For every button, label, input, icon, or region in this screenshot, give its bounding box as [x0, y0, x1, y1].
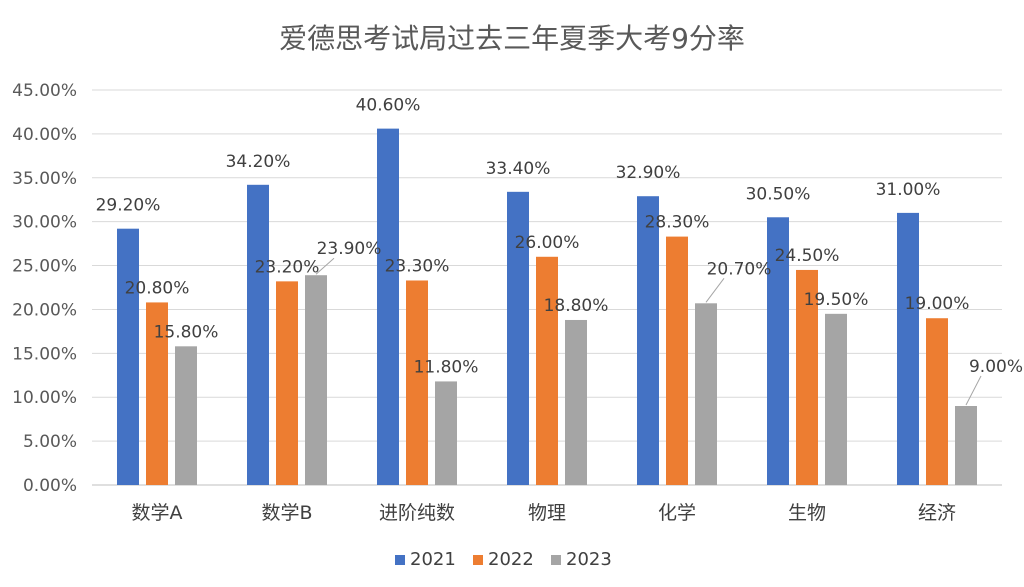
data-label: 23.20% — [255, 257, 320, 277]
y-tick-label: 40.00% — [12, 125, 77, 145]
category-label: 进阶纯数 — [379, 502, 455, 524]
bar-2023 — [695, 303, 717, 485]
data-label: 28.30% — [645, 213, 710, 233]
data-label: 26.00% — [515, 233, 580, 253]
data-label: 20.70% — [707, 259, 772, 279]
data-label: 19.50% — [804, 290, 869, 310]
data-label: 32.90% — [616, 163, 681, 183]
y-tick-label: 45.00% — [12, 81, 77, 101]
y-tick-label: 10.00% — [12, 388, 77, 408]
y-axis-ticks: 0.00% 5.00% 10.00% 15.00% 20.00% 25.00% 30.00%… — [12, 81, 77, 496]
category-label: 生物 — [788, 502, 826, 524]
bar-2021 — [637, 196, 659, 485]
y-tick-label: 15.00% — [12, 344, 77, 364]
bar-2022 — [146, 302, 168, 485]
data-label: 31.00% — [876, 180, 941, 200]
category-label: 化学 — [658, 502, 696, 524]
bar-2023 — [565, 319, 587, 485]
label-leader-line — [315, 257, 335, 275]
bar-2021 — [377, 128, 399, 485]
data-label: 11.80% — [414, 357, 479, 377]
bar-2022 — [796, 269, 818, 485]
data-label: 18.80% — [544, 296, 609, 316]
category-label: 物理 — [528, 502, 566, 524]
y-tick-label: 30.00% — [12, 213, 77, 233]
y-tick-label: 0.00% — [23, 476, 77, 496]
legend-swatch-2023 — [551, 555, 561, 565]
label-leader-line — [705, 277, 725, 303]
bar-2021 — [507, 191, 529, 486]
bar-2022 — [276, 281, 298, 485]
legend-label: 2021 — [410, 549, 456, 570]
data-label: 23.30% — [385, 256, 450, 276]
label-leader-line — [965, 375, 982, 406]
bar-2023 — [955, 406, 977, 485]
y-tick-label: 5.00% — [23, 432, 77, 452]
y-tick-label: 25.00% — [12, 257, 77, 277]
bar-2023 — [435, 381, 457, 485]
data-label: 34.20% — [226, 152, 291, 172]
bar-2021 — [767, 217, 789, 485]
data-label: 29.20% — [96, 196, 161, 216]
category-label: 经济 — [918, 502, 956, 524]
data-label: 15.80% — [154, 322, 219, 342]
data-label: 23.90% — [317, 239, 382, 259]
data-label: 33.40% — [486, 159, 551, 179]
bar-2023 — [825, 313, 847, 485]
bars — [117, 128, 977, 486]
bar-2023 — [305, 275, 327, 485]
legend-label: 2022 — [488, 549, 534, 570]
category-label: 数学B — [261, 502, 312, 524]
x-axis-categories: 数学A 数学B 进阶纯数 物理 化学 生物 经济 — [132, 502, 957, 524]
bar-2022 — [536, 256, 558, 485]
legend-swatch-2022 — [473, 555, 483, 565]
data-label: 9.00% — [969, 357, 1023, 377]
data-label: 30.50% — [746, 184, 811, 204]
data-label: 24.50% — [775, 246, 840, 266]
data-labels: 29.20% 20.80% 15.80% 34.20% 23.20%23.90% 40.6… — [96, 96, 1023, 406]
data-label: 19.00% — [905, 294, 970, 314]
legend: 2021 2022 2023 — [395, 549, 612, 570]
legend-swatch-2021 — [395, 555, 405, 565]
data-label: 20.80% — [125, 278, 190, 298]
bar-2022 — [926, 318, 948, 485]
data-label: 40.60% — [356, 96, 421, 116]
bar-2022 — [666, 236, 688, 485]
y-tick-label: 20.00% — [12, 300, 77, 320]
chart-title: 爱德思考试局过去三年夏季大考9分率 — [279, 22, 745, 55]
y-tick-label: 35.00% — [12, 169, 77, 189]
legend-label: 2023 — [566, 549, 612, 570]
bar-2021 — [897, 212, 919, 485]
bar-2021 — [247, 184, 269, 486]
bar-2023 — [175, 346, 197, 485]
bar-2021 — [117, 228, 139, 485]
bar-2022 — [406, 280, 428, 485]
category-label: 数学A — [132, 502, 183, 524]
